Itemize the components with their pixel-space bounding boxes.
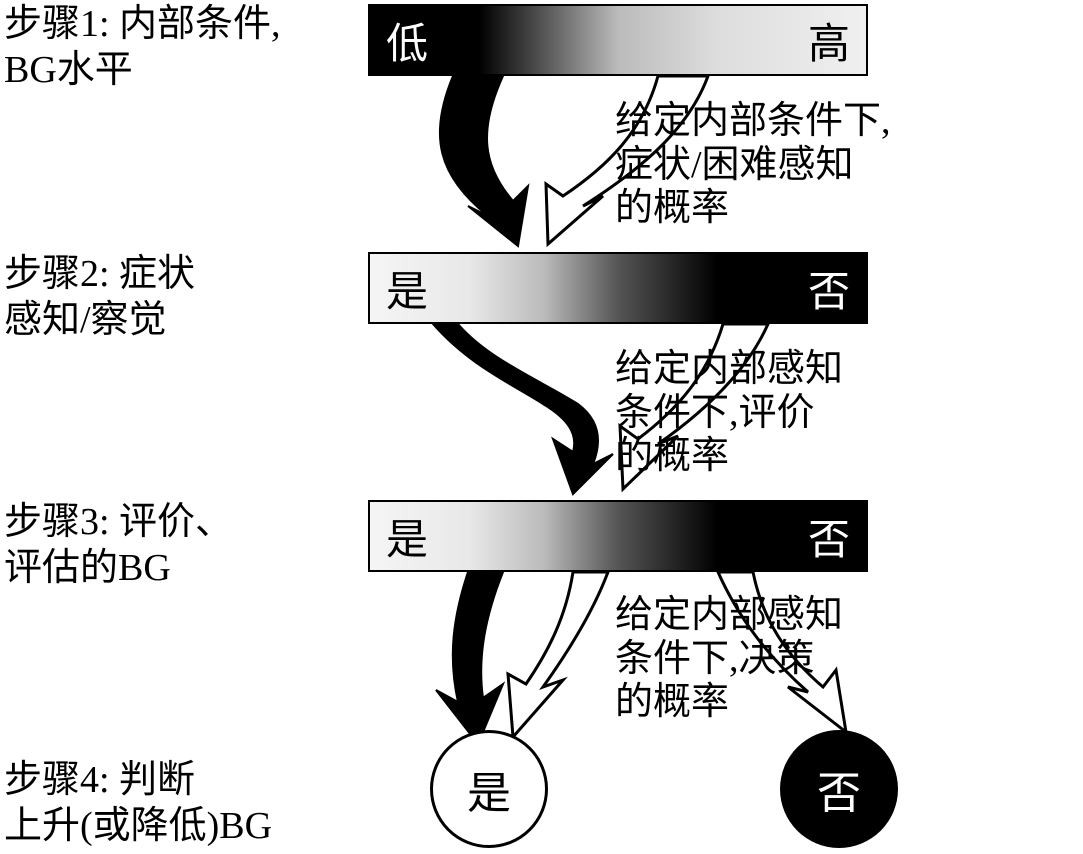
step1-bar: 低 高 — [368, 4, 868, 76]
step4-label-line2: 上升(或降低)BG — [4, 805, 272, 847]
step4-no-text: 否 — [817, 757, 861, 821]
step1-ann-l3: 的概率 — [615, 187, 729, 229]
step2-annotation: 给定内部感知 条件下,评价 的概率 — [615, 348, 843, 479]
step4-yes-text: 是 — [467, 757, 511, 821]
step3-label-line1: 步骤3: 评价、 — [4, 501, 233, 543]
step1-ann-l1: 给定内部条件下, — [615, 100, 891, 142]
step4-label: 步骤4: 判断 上升(或降低)BG — [4, 758, 272, 849]
step2-bar-yes: 是 — [370, 254, 618, 322]
step1-bar-low: 低 — [370, 6, 618, 74]
step2-bar-no: 否 — [618, 254, 866, 322]
step3-ann-l1: 给定内部感知 — [615, 594, 843, 636]
step2-ann-l1: 给定内部感知 — [615, 348, 843, 390]
step3-ann-l2: 条件下,决策 — [615, 638, 815, 680]
step1-ann-l2: 症状/困难感知 — [615, 144, 854, 186]
step1-label-line2: BG水平 — [4, 49, 133, 91]
step4-yes-circle: 是 — [430, 730, 548, 848]
step2-bar: 是 否 — [368, 252, 868, 324]
step2-ann-l2: 条件下,评价 — [615, 392, 815, 434]
step3-label-line2: 评估的BG — [4, 547, 171, 589]
step3-bar-yes: 是 — [370, 502, 618, 570]
step1-annotation: 给定内部条件下, 症状/困难感知 的概率 — [615, 100, 891, 231]
step4-no-circle: 否 — [780, 730, 898, 848]
step3-bar-no: 否 — [618, 502, 866, 570]
step1-label-line1: 步骤1: 内部条件, — [4, 3, 281, 45]
step1-bar-high: 高 — [618, 6, 866, 74]
step2-label-line1: 步骤2: 症状 — [4, 253, 195, 295]
step4-label-line1: 步骤4: 判断 — [4, 759, 195, 801]
step3-bar: 是 否 — [368, 500, 868, 572]
step2-label: 步骤2: 症状 感知/察觉 — [4, 252, 195, 343]
step3-label: 步骤3: 评价、 评估的BG — [4, 500, 233, 591]
step3-ann-l3: 的概率 — [615, 681, 729, 723]
step3-annotation: 给定内部感知 条件下,决策 的概率 — [615, 594, 843, 725]
step2-label-line2: 感知/察觉 — [4, 299, 167, 341]
step2-ann-l3: 的概率 — [615, 435, 729, 477]
step1-label: 步骤1: 内部条件, BG水平 — [4, 2, 281, 93]
